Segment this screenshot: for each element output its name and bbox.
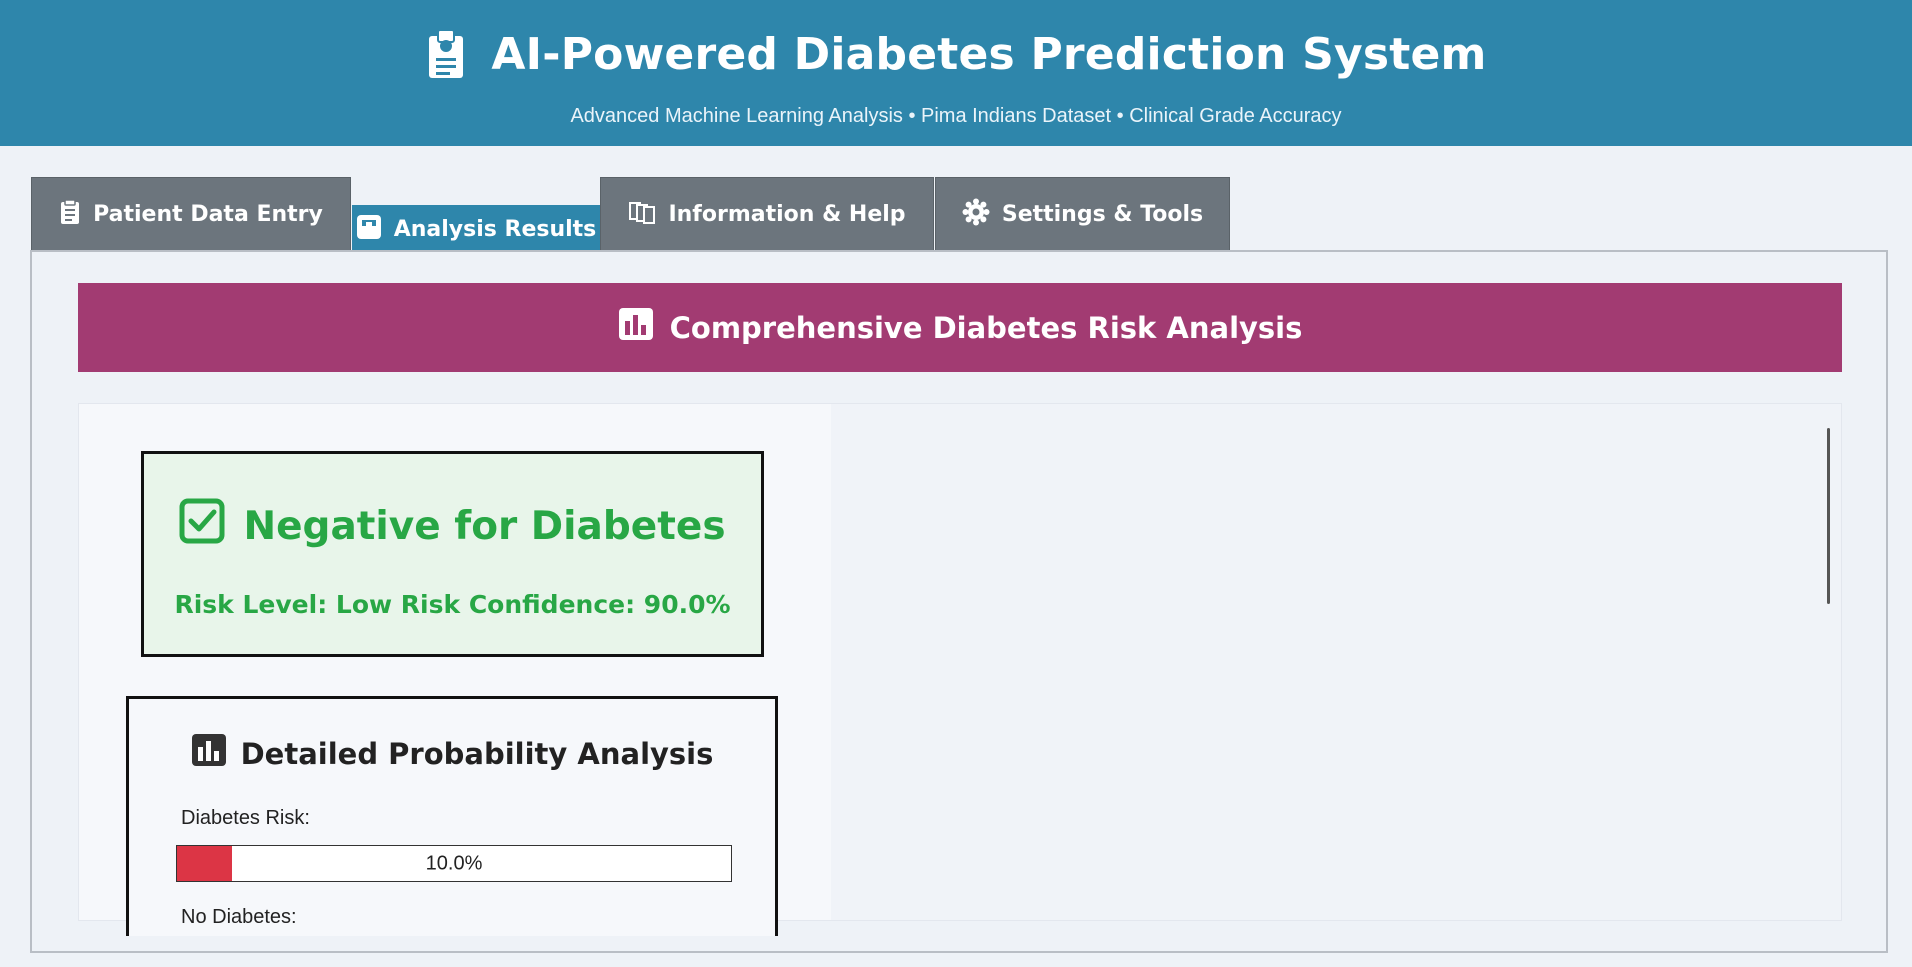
diabetes-risk-percent: 10.0% [419, 848, 489, 879]
clipboard-list-icon [59, 198, 81, 231]
app-header: AI-Powered Diabetes Prediction System Ad… [0, 0, 1912, 146]
tab-label: Settings & Tools [1001, 202, 1204, 227]
diabetes-risk-label: Diabetes Risk: [181, 807, 310, 829]
probability-title-row: Detailed Probability Analysis [129, 733, 775, 774]
bar-chart-icon [618, 307, 654, 348]
probability-title: Detailed Probability Analysis [240, 736, 714, 771]
bar-chart-icon [191, 733, 227, 774]
chart-box-icon [356, 214, 382, 246]
result-title-row: Negative for Diabetes [144, 498, 761, 554]
section-banner: Comprehensive Diabetes Risk Analysis [78, 283, 1842, 372]
vertical-scrollbar[interactable] [1817, 404, 1841, 920]
prediction-result-card: Negative for Diabetes Risk Level: Low Ri… [141, 451, 764, 657]
no-diabetes-label: No Diabetes: [181, 906, 297, 928]
diabetes-risk-progress-bar: 10.0% [176, 845, 732, 882]
probability-analysis-card: Detailed Probability Analysis Diabetes R… [126, 696, 778, 936]
tab-label: Patient Data Entry [93, 202, 323, 227]
risk-level-confidence: Risk Level: Low Risk Confidence: 90.0% [174, 590, 731, 619]
tab-patient-data-entry[interactable]: Patient Data Entry [31, 177, 351, 251]
tab-analysis-results[interactable]: Analysis Results [352, 205, 600, 253]
gear-icon [962, 198, 990, 232]
app-subtitle: Advanced Machine Learning Analysis • Pim… [570, 105, 1342, 127]
tab-information-help[interactable]: Information & Help [600, 177, 934, 251]
app-title: AI-Powered Diabetes Prediction System [491, 28, 1487, 80]
scrollbar-thumb[interactable] [1827, 428, 1830, 604]
books-icon [628, 200, 656, 230]
tab-label: Analysis Results [393, 217, 597, 242]
header-title-row: AI-Powered Diabetes Prediction System [0, 28, 1912, 80]
diabetes-risk-fill [177, 846, 233, 881]
result-title: Negative for Diabetes [243, 503, 726, 549]
section-title: Comprehensive Diabetes Risk Analysis [669, 310, 1303, 345]
tab-label: Information & Help [668, 202, 906, 227]
check-box-icon [179, 498, 225, 554]
tab-settings-tools[interactable]: Settings & Tools [935, 177, 1230, 251]
clipboard-icon [425, 28, 469, 80]
